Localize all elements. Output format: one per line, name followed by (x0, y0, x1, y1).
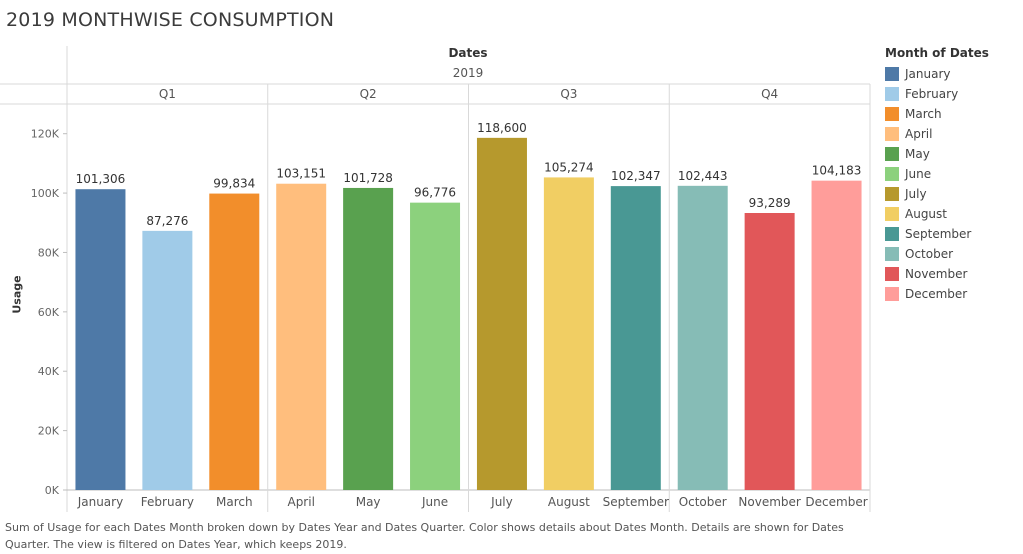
legend-label: January (905, 67, 951, 81)
x-tick-label: April (287, 495, 314, 509)
legend-swatch (885, 167, 899, 181)
bar-october (677, 185, 728, 490)
quarter-header-q4: Q4 (761, 87, 778, 101)
legend-label: March (905, 107, 942, 121)
legend-swatch (885, 107, 899, 121)
x-tick-label: March (216, 495, 253, 509)
y-tick-label: 120K (31, 128, 60, 141)
x-tick-label: February (141, 495, 194, 509)
bar-value-label: 101,728 (343, 171, 393, 185)
legend-swatch (885, 67, 899, 81)
legend-title: Month of Dates (885, 46, 989, 60)
legend-item[interactable]: April (885, 124, 989, 144)
quarter-header-q1: Q1 (159, 87, 176, 101)
legend-swatch (885, 147, 899, 161)
legend-item[interactable]: May (885, 144, 989, 164)
bar-november (744, 213, 795, 491)
legend-swatch (885, 267, 899, 281)
legend-item[interactable]: March (885, 104, 989, 124)
bar-value-label: 118,600 (477, 121, 527, 135)
legend-swatch (885, 187, 899, 201)
legend-label: September (905, 227, 972, 241)
bar-june (410, 202, 461, 490)
legend-label: May (905, 147, 930, 161)
legend-item[interactable]: August (885, 204, 989, 224)
y-tick-label: 100K (31, 187, 60, 200)
bar-april (276, 183, 327, 490)
bar-value-label: 96,776 (414, 186, 456, 200)
x-tick-label: May (356, 495, 381, 509)
legend-item[interactable]: February (885, 84, 989, 104)
legend-item[interactable]: January (885, 64, 989, 84)
x-tick-label: June (421, 495, 448, 509)
legend-item[interactable]: October (885, 244, 989, 264)
y-tick-label: 0K (45, 484, 60, 497)
y-tick-label: 40K (38, 365, 60, 378)
x-tick-label: November (738, 495, 800, 509)
bar-value-label: 101,306 (76, 172, 126, 186)
bar-value-label: 102,347 (611, 169, 661, 183)
legend-swatch (885, 247, 899, 261)
y-tick-label: 80K (38, 246, 60, 259)
legend-label: December (905, 287, 968, 301)
bar-july (476, 137, 527, 490)
legend-items: January February March April May June July Augu… (885, 64, 989, 304)
legend-label: November (905, 267, 968, 281)
legend-label: February (905, 87, 959, 101)
bar-value-label: 104,183 (812, 164, 862, 178)
bar-value-label: 99,834 (213, 177, 255, 191)
legend-label: August (905, 207, 947, 221)
quarter-header-q3: Q3 (560, 87, 577, 101)
legend-item[interactable]: July (885, 184, 989, 204)
x-tick-label: October (679, 495, 727, 509)
chart-title: 2019 MONTHWISE CONSUMPTION (6, 9, 335, 31)
legend-swatch (885, 287, 899, 301)
legend-swatch (885, 87, 899, 101)
legend-label: April (905, 127, 933, 141)
bar-august (543, 177, 594, 490)
legend-item[interactable]: November (885, 264, 989, 284)
x-tick-label: August (548, 495, 590, 509)
bar-september (610, 186, 661, 490)
bar-value-label: 105,274 (544, 160, 594, 174)
legend-item[interactable]: June (885, 164, 989, 184)
bar-value-label: 93,289 (749, 196, 791, 210)
legend-label: July (905, 187, 927, 201)
bar-may (343, 187, 394, 490)
legend-label: October (905, 247, 954, 261)
bar-january (75, 189, 126, 491)
bar-value-label: 87,276 (146, 214, 188, 228)
y-tick-label: 60K (38, 306, 60, 319)
legend: Month of Dates January February March April… (885, 46, 989, 304)
x-tick-label: December (805, 495, 867, 509)
legend-item[interactable]: September (885, 224, 989, 244)
legend-swatch (885, 127, 899, 141)
column-header-field: Dates (448, 46, 488, 60)
bar-march (209, 193, 260, 490)
x-tick-label: July (490, 495, 513, 509)
bar-february (142, 230, 193, 490)
quarter-header-q2: Q2 (360, 87, 377, 101)
x-tick-label: September (603, 495, 669, 509)
y-tick-label: 20K (38, 425, 60, 438)
bar-value-label: 102,443 (678, 169, 728, 183)
legend-label: June (905, 167, 932, 181)
column-header-year: 2019 (452, 66, 484, 80)
legend-swatch (885, 207, 899, 221)
legend-item[interactable]: December (885, 284, 989, 304)
bar-december (811, 180, 862, 491)
legend-swatch (885, 227, 899, 241)
bar-chart: Q1 Q2 Q3 Q4 0K 20K 40K 60K 80K 100K 120K 101,306 Jan… (0, 46, 871, 512)
bar-value-label: 103,151 (276, 167, 326, 181)
x-tick-label: January (77, 495, 124, 509)
caption: Sum of Usage for each Dates Month broken… (5, 521, 844, 551)
